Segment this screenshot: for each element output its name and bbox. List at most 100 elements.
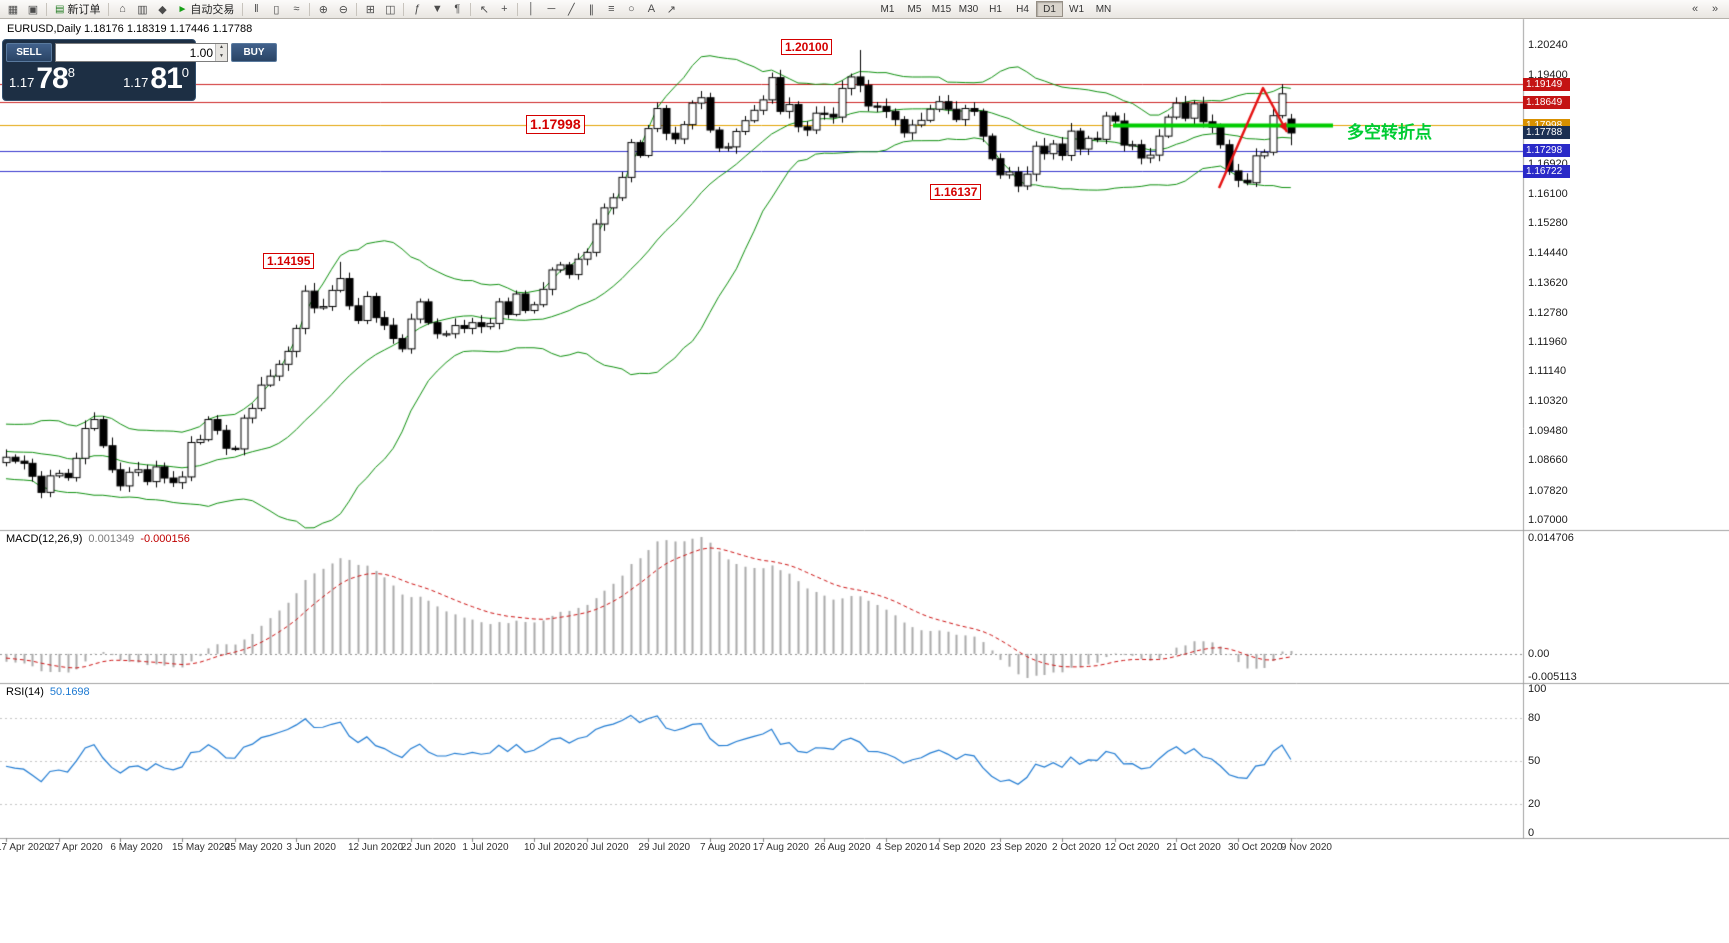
rsi-scale-label: 0 [1528,827,1535,839]
cascade-windows-button[interactable]: ◫ [380,1,400,17]
time-axis-label: 17 Apr 2020 [0,842,50,853]
time-axis-label: 30 Oct 2020 [1228,842,1283,853]
candlestick-chart-icon: ▯ [273,3,280,16]
tile-windows-button[interactable]: ⊞ [360,1,380,17]
new-order-button[interactable]: ▤ 新订单 [50,1,105,17]
price-annotation-label: 1.20100 [781,39,833,55]
time-axis-label: 29 Jul 2020 [638,842,691,853]
arrows-icon: ↗ [666,3,676,16]
timeframe-h1[interactable]: H1 [989,3,1002,15]
rsi-scale-label: 80 [1528,711,1541,724]
bar-chart-icon: ǁ [254,3,259,15]
timeframe-h4[interactable]: H4 [1016,3,1029,15]
channel-button[interactable]: ∥ [581,1,601,17]
templates-button[interactable]: ¶ [447,1,467,17]
timeframe-d1[interactable]: D1 [1036,1,1063,17]
buy-button[interactable]: BUY [231,43,277,62]
rsi-scale-label: 20 [1528,798,1541,811]
new-order-button-label: 新订单 [67,4,101,16]
zoom-out-button[interactable]: ⊖ [333,1,353,17]
fibonacci-button[interactable]: ≡ [601,1,621,17]
volume-input[interactable] [56,44,215,61]
trendline-button[interactable]: ╱ [561,1,581,17]
trendline-icon: ╱ [568,3,575,16]
price-axis-label: 1.12780 [1528,306,1568,319]
new-chart-icon: ▦ [7,3,19,16]
buy-price-prefix: 1.17 [123,75,149,90]
price-axis-tag: 1.18649 [1523,95,1570,109]
volume-down-button[interactable]: ▼ [216,52,227,61]
price-axis-label: 1.11960 [1528,336,1567,349]
text-icon: A [647,3,656,15]
zoom-in-button[interactable]: ⊕ [313,1,333,17]
volume-up-button[interactable]: ▲ [216,44,227,53]
channel-icon: ∥ [588,3,595,16]
time-axis-label: 3 Jun 2020 [286,842,336,853]
bar-chart-button[interactable]: ǁ [246,1,266,17]
symbol-ohlc-line: EURUSD,Daily 1.18176 1.18319 1.17446 1.1… [7,23,253,35]
time-axis-label: 15 May 2020 [172,842,230,853]
time-axis-label: 17 Aug 2020 [752,842,809,853]
one-click-trading-panel: SELL ▲ ▼ BUY 1.17 78 8 1.17 81 0 [2,39,277,101]
timeframe-group: M1 M5 M15 M30 H1 H4 D1 W1 MN [874,1,1117,17]
indicators-button[interactable]: ƒ [407,1,427,17]
price-axis-label: 1.13620 [1528,276,1568,289]
text-button[interactable]: A [641,1,661,17]
time-axis-label: 21 Oct 2020 [1166,842,1221,853]
periods-button[interactable]: ▼ [427,1,447,17]
volume-box: ▲ ▼ [55,43,228,62]
data-window-button[interactable]: ▥ [132,1,152,17]
arrows-button[interactable]: ↗ [661,1,681,17]
timeframe-mn[interactable]: MN [1095,3,1112,15]
sell-button[interactable]: SELL [6,43,52,62]
toolbar-separator [242,2,244,16]
timeframe-m30[interactable]: M30 [958,3,979,15]
price-axis-tag: 1.17788 [1523,126,1570,140]
price-axis-tag: 1.17298 [1523,144,1570,158]
line-chart-button[interactable]: ≈ [286,1,306,17]
price-axis-label: 1.09480 [1528,425,1568,438]
line-chart-icon: ≈ [293,3,300,15]
market-watch-button[interactable]: ⌂ [112,1,132,17]
vertical-line-button[interactable]: │ [521,1,541,17]
price-axis-label: 1.10320 [1528,394,1568,407]
macd-scale-min: -0.005113 [1528,671,1577,683]
chart-profiles-icon: ▣ [27,3,39,16]
crosshair-icon: + [501,3,508,15]
new-chart-button[interactable]: ▦ [3,1,23,17]
cursor-button[interactable]: ↖ [474,1,494,17]
timeframe-m15[interactable]: M15 [931,3,952,15]
scroll-left-icon[interactable]: « [1691,3,1699,15]
crosshair-button[interactable]: + [494,1,514,17]
zoom-in-icon: ⊕ [318,3,328,16]
indicators-icon: ƒ [414,3,421,15]
ellipse-button[interactable]: ○ [621,1,641,17]
sell-price-pipette: 8 [67,65,75,80]
price-axis-label: 1.20240 [1528,39,1568,51]
scroll-right-icon[interactable]: » [1711,3,1719,15]
zoom-out-icon: ⊖ [338,3,348,16]
price-axis-tag: 1.16722 [1523,164,1570,178]
toolbar-separator [403,2,405,16]
toolbar-separator [517,2,519,16]
timeframe-m5[interactable]: M5 [907,3,922,15]
candlestick-chart-button[interactable]: ▯ [266,1,286,17]
time-axis-label: 23 Sep 2020 [990,842,1048,853]
time-axis-label: 7 Aug 2020 [700,842,751,853]
chart-profiles-button[interactable]: ▣ [23,1,43,17]
market-watch-icon: ⌂ [119,3,126,15]
toolbar-separator [46,2,47,16]
horizontal-line-button[interactable]: ─ [541,1,561,17]
navigator-button[interactable]: ◆ [152,1,172,17]
tile-windows-icon: ⊞ [365,3,375,16]
time-axis-label: 10 Jul 2020 [524,842,576,853]
toolbar-right-group: «» [1685,1,1725,17]
price-axis-label: 1.16100 [1528,187,1568,200]
auto-trading-button[interactable]: ► 自动交易 [172,1,239,17]
timeframe-m1[interactable]: M1 [880,3,895,15]
timeframe-w1[interactable]: W1 [1069,3,1084,15]
rsi-scale-label: 50 [1528,755,1541,767]
buy-price: 1.17 81 0 [123,63,189,95]
cursor-icon: ↖ [479,3,489,16]
